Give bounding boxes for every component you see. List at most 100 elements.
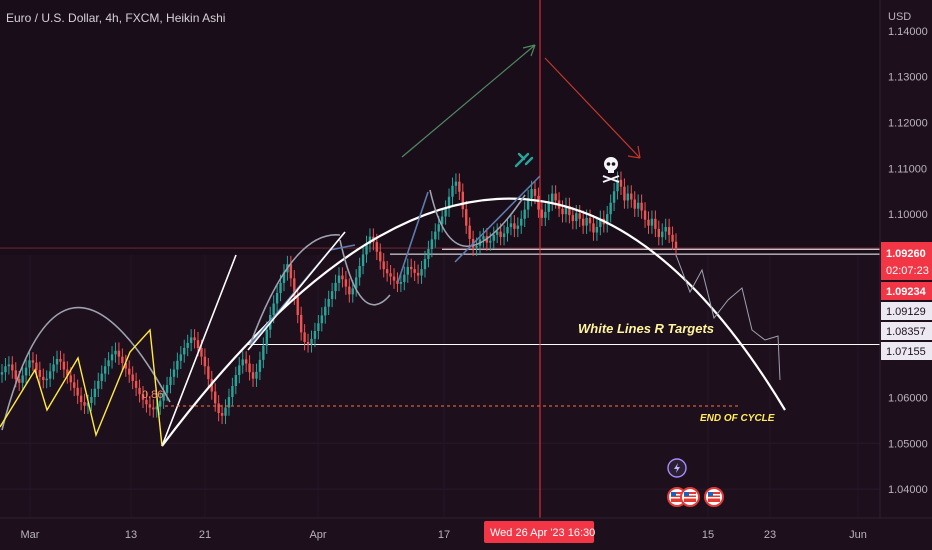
crosshair-time-box: Wed 26 Apr '23 16:30 — [484, 521, 595, 543]
candle-body — [447, 196, 451, 209]
candle-body — [128, 368, 131, 375]
time-axis-ticks[interactable]: Mar 13 21 Apr 17 15 23 Jun — [21, 529, 867, 541]
candle-body — [4, 366, 7, 373]
lightning-icon[interactable] — [667, 458, 687, 478]
candle-body — [310, 338, 313, 345]
candle-body — [103, 366, 107, 374]
candle-body — [200, 347, 203, 357]
candle-body — [258, 359, 262, 372]
candle-body — [540, 209, 544, 218]
candle-body — [399, 281, 403, 284]
candle-body — [110, 354, 114, 361]
candle-body — [368, 236, 372, 244]
candle-body — [630, 193, 633, 200]
candle-body — [454, 181, 458, 186]
candle-body — [334, 282, 337, 292]
candle-body — [502, 233, 506, 238]
candle-body — [66, 369, 69, 376]
candle-body — [282, 272, 286, 283]
candle-body — [482, 236, 485, 240]
candle-body — [251, 372, 255, 379]
candle-body — [657, 228, 661, 238]
candle-body — [73, 382, 76, 388]
candle-body — [172, 369, 176, 377]
candle-body — [554, 193, 557, 201]
candle-body — [165, 385, 169, 393]
candle-body — [124, 363, 127, 369]
candle-body — [392, 276, 396, 281]
candle-body — [406, 266, 409, 275]
candle-body — [121, 356, 124, 364]
candle-body — [599, 218, 602, 228]
candle-body — [255, 371, 258, 379]
candle-body — [520, 218, 523, 226]
candle-body — [351, 288, 354, 295]
candle-body — [48, 371, 52, 379]
green-arrow — [401, 44, 536, 158]
white-trendline-2 — [247, 231, 346, 351]
level-4-box: 1.07155 — [881, 342, 932, 360]
candle-body — [468, 225, 471, 239]
candle-body — [0, 372, 4, 375]
candle-body — [661, 231, 664, 238]
candle-body — [396, 280, 399, 284]
candle-body — [385, 269, 389, 274]
candle-body — [296, 296, 299, 315]
candle-series — [0, 171, 678, 425]
candle-body — [21, 375, 24, 383]
price-axis-ticks[interactable]: 1.14000 1.13000 1.12000 1.11000 1.10000 1.050… — [888, 26, 928, 496]
candle-body — [220, 413, 224, 416]
candle-body — [361, 254, 365, 266]
level-1-box: 1.09234 — [881, 282, 932, 300]
candle-body — [523, 209, 526, 219]
candle-body — [530, 188, 533, 199]
price-tick-label: 1.11000 — [888, 163, 927, 175]
candle-body — [423, 259, 427, 270]
candle-body — [231, 386, 234, 397]
candle-body — [59, 358, 62, 362]
level-1-label: 1.09234 — [886, 286, 927, 298]
candle-body — [568, 205, 571, 216]
candle-body — [609, 202, 612, 215]
price-tick-label: 1.14000 — [888, 26, 928, 38]
candle-body — [162, 392, 165, 401]
symbol-title: Euro / U.S. Dollar, 4h, FXCM, Heikin Ash… — [6, 11, 225, 25]
candle-body — [619, 179, 623, 187]
target-lines — [0, 247, 880, 346]
candle-body — [516, 225, 520, 229]
candle-body — [327, 298, 330, 307]
us-flag-icon-2[interactable] — [680, 487, 700, 507]
candle-body — [117, 350, 121, 357]
candle-body — [348, 286, 351, 295]
candle-body — [17, 379, 21, 383]
candle-body — [650, 218, 654, 226]
candle-body — [86, 402, 90, 406]
candle-body — [612, 191, 616, 203]
candle-body — [647, 219, 650, 226]
mid-grey-arc-2 — [339, 239, 391, 306]
candle-body — [664, 227, 667, 232]
candle-body — [14, 370, 17, 380]
us-flag-icon-3[interactable] — [704, 487, 724, 507]
last-price-label: 1.09260 — [886, 248, 926, 260]
candle-body — [551, 193, 554, 203]
time-tick-label: 21 — [199, 529, 211, 541]
candle-body — [131, 374, 134, 381]
candle-body — [444, 208, 447, 217]
candle-body — [592, 223, 595, 233]
candle-body — [440, 216, 444, 225]
candle-body — [365, 243, 368, 255]
candle-body — [97, 380, 100, 389]
candle-body — [313, 331, 317, 339]
candle-body — [196, 340, 200, 348]
candle-body — [379, 251, 382, 262]
candle-body — [564, 205, 568, 215]
candle-body — [427, 249, 430, 260]
end-of-cycle-label: END OF CYCLE — [700, 413, 775, 424]
candle-body — [303, 332, 306, 343]
candle-body — [320, 315, 324, 324]
candle-body — [265, 329, 268, 346]
candle-body — [475, 245, 478, 248]
